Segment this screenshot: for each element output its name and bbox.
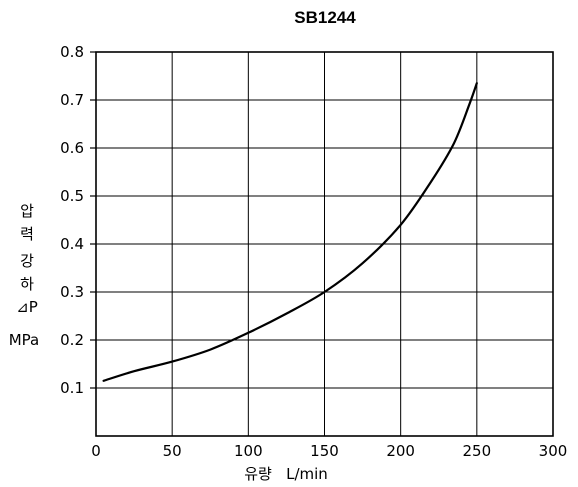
series-group [102, 82, 478, 382]
x-tick-label: 300 [539, 442, 568, 460]
chart-title: SB1244 [294, 8, 356, 27]
x-tick-label: 200 [386, 442, 415, 460]
y-tick-label: 0.6 [60, 139, 84, 157]
x-tick-label: 250 [463, 442, 492, 460]
y-axis-label-line: 력 [20, 225, 34, 243]
plot-frame [95, 51, 554, 437]
y-axis-label-line: 하 [20, 275, 34, 293]
y-tick-label: 0.4 [60, 235, 84, 253]
y-tick-label: 0.7 [60, 91, 84, 109]
y-tick-label: 0.8 [60, 43, 84, 61]
y-tick-label: 0.5 [60, 187, 84, 205]
x-tick-label: 50 [163, 442, 182, 460]
x-tick-label: 150 [310, 442, 339, 460]
grid [96, 52, 553, 436]
series-line [102, 82, 478, 382]
y-axis-label-line: 강 [20, 252, 34, 270]
y-tick-label: 0.2 [60, 331, 84, 349]
x-tick-label: 0 [91, 442, 101, 460]
y-tick-label: 0.3 [60, 283, 84, 301]
y-axis-label-line: MPa [9, 331, 40, 349]
x-tick-label: 100 [234, 442, 263, 460]
x-axis-label: 유량 L/min [244, 465, 328, 483]
y-tick-label: 0.1 [60, 379, 84, 397]
y-axis-label-line: 압 [20, 202, 34, 220]
x-tick-labels: 0 50 100 150 200 250 300 [91, 442, 567, 460]
y-tick-labels: 0.1 0.2 0.3 0.4 0.5 0.6 0.7 0.8 [60, 43, 96, 397]
y-axis-label-line: ⊿P [16, 298, 38, 316]
